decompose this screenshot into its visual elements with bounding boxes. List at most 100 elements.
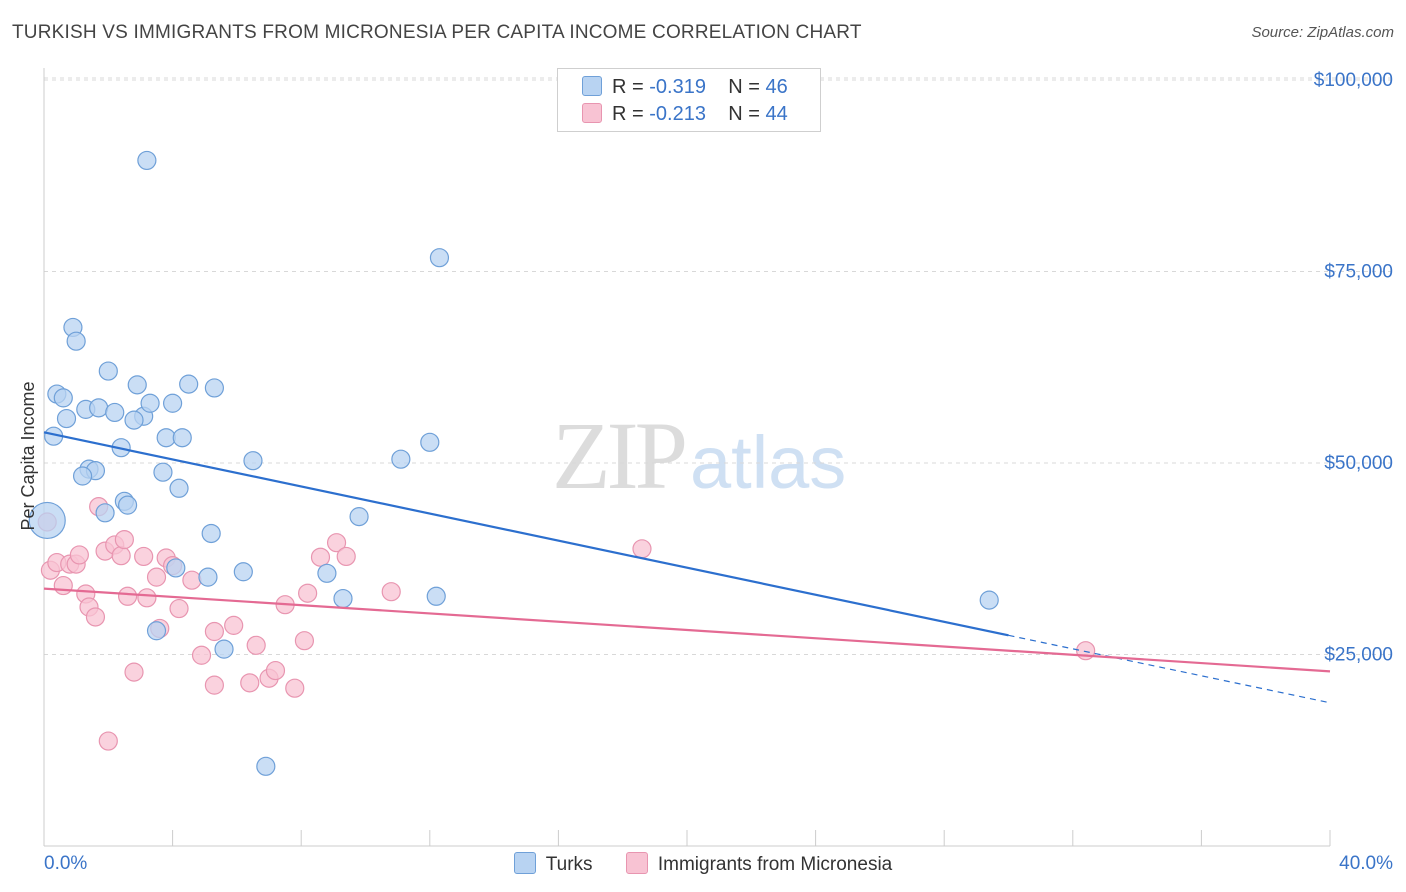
micronesia-point (632, 539, 652, 559)
data-points (28, 150, 1096, 776)
n-label: N = (728, 76, 760, 98)
micronesia-point (265, 660, 286, 681)
turks-point (28, 501, 66, 540)
turks-point (137, 150, 157, 171)
micronesia-legend-label: Immigrants from Micronesia (657, 854, 893, 875)
turks-point (66, 331, 86, 351)
turks-point (349, 507, 369, 527)
turks-point (333, 588, 353, 609)
y-tick-label: $100,000 (1314, 70, 1393, 91)
micronesia-trend-line (43, 587, 1331, 673)
y-tick-label: $25,000 (1324, 645, 1393, 666)
series-legend: Turks Immigrants from Micronesia (0, 852, 1406, 876)
micronesia-r-value: -0.213 (649, 103, 706, 125)
micronesia-point (294, 631, 315, 651)
turks-point (204, 378, 224, 398)
watermark-zip: ZIP (552, 402, 688, 509)
axes (43, 68, 1331, 847)
micronesia-point (85, 607, 106, 627)
turks-point (426, 586, 446, 606)
turks-point (98, 361, 118, 381)
turks-point (169, 478, 189, 498)
y-tick-label: $50,000 (1324, 453, 1393, 474)
micronesia-point (326, 533, 347, 553)
n-label: N = (728, 103, 760, 125)
turks-point (243, 451, 263, 471)
turks-point (256, 756, 276, 776)
micronesia-point (310, 547, 331, 567)
micronesia-point (182, 570, 202, 590)
turks-point (317, 563, 337, 583)
source-label: Source: ZipAtlas.com (1251, 24, 1394, 41)
turks-point (198, 567, 218, 587)
turks-point (420, 432, 440, 452)
micronesia-point (114, 529, 134, 550)
turks-point (153, 462, 173, 482)
micronesia-point (336, 546, 356, 567)
micronesia-n-value: 44 (765, 103, 788, 125)
r-label: R = (612, 103, 644, 125)
micronesia-point (117, 586, 138, 606)
trend-lines (43, 431, 1331, 704)
turks-point (179, 374, 199, 394)
micronesia-point (298, 583, 318, 603)
micronesia-point (204, 675, 224, 695)
micronesia-point (134, 546, 154, 567)
micronesia-point (111, 546, 131, 566)
legend-item-turks: Turks (513, 852, 593, 876)
micronesia-point (98, 731, 118, 751)
micronesia-point (169, 598, 189, 619)
micronesia-swatch (582, 103, 602, 123)
micronesia-point (69, 545, 89, 565)
y-axis-label: Per Capita Income (18, 381, 38, 530)
turks-trend-line (43, 431, 1009, 637)
micronesia-point (381, 582, 401, 602)
micronesia-point (285, 678, 305, 698)
turks-point (72, 466, 93, 486)
turks-n-value: 46 (765, 76, 788, 98)
turks-r-value: -0.319 (649, 76, 706, 98)
legend-row-turks: R = -0.319 N = 46 (582, 76, 788, 98)
turks-point (233, 562, 253, 582)
micronesia-point (124, 662, 144, 682)
turks-point (124, 410, 144, 430)
turks-point (214, 639, 234, 659)
micronesia-point (204, 621, 224, 642)
turks-point (166, 558, 186, 578)
y-tick-label: $75,000 (1324, 262, 1393, 283)
micronesia-point (246, 635, 266, 655)
legend-item-micronesia: Immigrants from Micronesia (625, 852, 893, 876)
tick-labels: $25,000 $50,000 $75,000 $100,000 0.0% 40.0% Pe… (18, 70, 1393, 874)
turks-point (979, 590, 999, 610)
micronesia-point (53, 575, 73, 596)
legend-row-micronesia: R = -0.213 N = 44 (582, 103, 788, 125)
turks-point (146, 621, 167, 641)
turks-point (127, 375, 147, 395)
turks-legend-label: Turks (545, 854, 593, 875)
x-tick-label: 40.0% (1339, 853, 1393, 874)
turks-point (391, 449, 411, 469)
micronesia-point (224, 615, 244, 635)
turks-point (105, 402, 125, 423)
chart-title: TURKISH VS IMMIGRANTS FROM MICRONESIA PE… (12, 22, 862, 43)
turks-point (53, 388, 73, 408)
turks-point (201, 523, 221, 544)
micronesia-point (191, 645, 212, 665)
turks-point (140, 393, 160, 413)
turks-point (156, 428, 176, 448)
correlation-legend: R = -0.319 N = 46 R = -0.213 N = 44 (557, 68, 821, 132)
micronesia-point (240, 673, 260, 693)
turks-point (95, 503, 115, 523)
turks-point (89, 398, 109, 418)
turks-point (429, 248, 450, 268)
x-tick-label: 0.0% (44, 853, 87, 874)
micronesia-legend-swatch (625, 852, 648, 874)
turks-legend-swatch (513, 852, 536, 874)
turks-point (117, 495, 138, 515)
turks-point (172, 428, 192, 448)
micronesia-point (146, 567, 167, 587)
turks-point (56, 408, 77, 429)
turks-point (163, 393, 183, 413)
turks-swatch (582, 76, 602, 96)
